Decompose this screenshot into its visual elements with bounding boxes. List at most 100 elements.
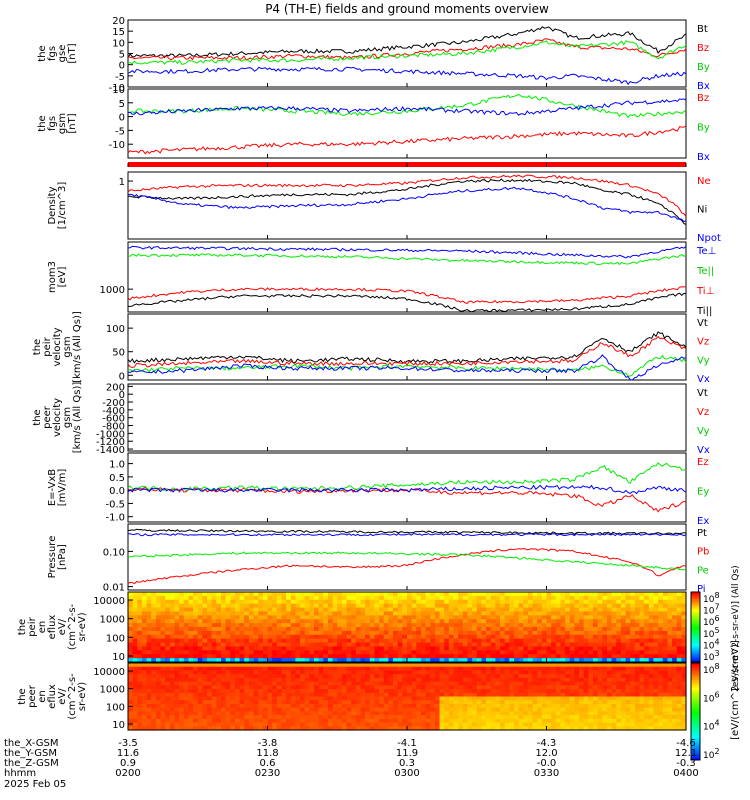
- ytick-label: 50: [112, 348, 125, 359]
- legend-fgs_gsm-Bz: Bz: [697, 93, 709, 104]
- ylabel-peir_eflux: eV/: [57, 618, 68, 635]
- legend-efield-Ex: Ex: [697, 516, 709, 527]
- legend-fgs_gse-Bx: Bx: [697, 81, 710, 92]
- legend-density-Ne: Ne: [697, 176, 711, 187]
- ytick-label: 10000: [93, 596, 125, 607]
- colorbar-tick: 106: [703, 690, 720, 704]
- ytick-label: 5: [119, 50, 125, 61]
- ytick-label: 1.0: [109, 460, 125, 471]
- ylabel-peir_eflux: (cm^2-s-: [67, 603, 78, 650]
- colorbar-tick: 104: [703, 719, 720, 733]
- ytick-label: 10: [112, 652, 125, 663]
- ytick-label: -0.5: [105, 499, 125, 510]
- panel-frame-peer_velocity: [127, 383, 687, 452]
- ylabel-fgs_gsm: gsm: [57, 113, 68, 134]
- legend-temperature-Te⊥: Te⊥: [696, 246, 716, 257]
- ytick-label: 0.10: [103, 547, 125, 558]
- series-density-Npot: [127, 186, 687, 223]
- series-efield-Ez: [127, 486, 687, 513]
- series-fgs_gse-Bx: [127, 66, 687, 86]
- legend-temperature-Te||: Te||: [696, 266, 714, 277]
- legend-fgs_gsm-Bx: Bx: [697, 152, 710, 163]
- ytick-label: -200: [102, 398, 125, 409]
- series-pressure-Pe: [128, 551, 687, 571]
- legend-pressure-Pt: Pt: [697, 528, 707, 539]
- colorbar-tick: 103: [703, 649, 720, 663]
- xaxis-value: 0230: [255, 768, 280, 779]
- legend-fgs_gsm-By: By: [697, 123, 710, 134]
- ylabel-fgs_gse: gse: [57, 45, 68, 63]
- panel-frame-temperature: [127, 241, 687, 313]
- ytick-label: -1.0: [105, 513, 125, 524]
- ylabel-peer_eflux: sr-eV): [77, 682, 88, 711]
- legend-fgs_gse-Bt: Bt: [697, 24, 708, 35]
- ylabel-peir_eflux: en: [37, 621, 48, 634]
- ytick-label: 10: [112, 720, 125, 731]
- legend-pressure-Pb: Pb: [697, 547, 709, 558]
- ylabel-peer_eflux: eflux: [47, 684, 58, 709]
- ytick-label: 0: [119, 390, 125, 401]
- legend-pressure-Pe: Pe: [697, 565, 709, 576]
- ylabel-efield: E=-VxB: [47, 469, 58, 506]
- ylabel-efield: [mV/m]: [57, 469, 68, 507]
- ytick-label: -400: [102, 406, 125, 417]
- ytick-label: -1200: [96, 437, 125, 448]
- ylabel-temperature: [eV]: [57, 267, 68, 288]
- legend-peer_velocity-Vz: Vz: [697, 407, 709, 418]
- ytick-label: -600: [102, 414, 125, 425]
- xaxis-value: 12.0: [535, 748, 557, 759]
- series-peir_velocity-Vy: [127, 354, 687, 377]
- ytick-label: 0.01: [103, 583, 125, 594]
- spectrogram-peir_eflux: [128, 592, 687, 663]
- colorbar-label-peir: [eV/(cm^2-s-sr-eV)] (All Qs): [731, 565, 741, 690]
- xaxis-value: 11.8: [256, 748, 278, 759]
- colorbar-tick: 108: [703, 591, 720, 605]
- ytick-label: 0.5: [109, 473, 125, 484]
- series-pressure-Pb: [127, 548, 687, 585]
- colorbar-tick: 105: [703, 626, 720, 640]
- xaxis-value: -0.0: [537, 758, 557, 769]
- ylabel-peer_velocity: velocity: [52, 398, 63, 437]
- ylabel-peer_eflux: the: [17, 688, 28, 704]
- ytick-label: 100: [106, 324, 125, 335]
- xaxis-value: 0330: [534, 768, 559, 779]
- colorbar-tick: 107: [703, 603, 720, 617]
- series-pressure-Pt: [127, 528, 687, 536]
- legend-peer_velocity-Vt: Vt: [697, 388, 708, 399]
- ylabel-peer_eflux: peer: [27, 684, 38, 708]
- xaxis-value: 12.1: [675, 748, 697, 759]
- colorbar-tick: 102: [703, 747, 720, 761]
- ylabel-peer_velocity: peer: [42, 405, 53, 429]
- legend-peer_velocity-Vx: Vx: [697, 445, 710, 456]
- ytick-label: 1: [119, 177, 125, 188]
- ytick-label: 10000: [93, 667, 125, 678]
- xaxis-value: 11.6: [117, 748, 139, 759]
- ylabel-density: Density: [47, 186, 58, 224]
- series-fgs_gse-By: [127, 40, 687, 65]
- ytick-label: 200: [106, 382, 125, 393]
- ytick-label: 1000: [100, 615, 125, 626]
- series-peir_velocity-Vx: [127, 354, 687, 381]
- ytick-label: 10: [112, 85, 125, 96]
- ylabel-peir_eflux: sr-eV): [77, 612, 88, 641]
- legend-temperature-Ti⊥: Ti⊥: [696, 286, 714, 297]
- legend-density-Ni: Ni: [697, 205, 707, 216]
- ylabel-fgs_gsm: [nT]: [67, 113, 78, 133]
- colorbar-peir: [691, 592, 700, 663]
- ytick-label: -800: [102, 422, 125, 433]
- legend-peir_velocity-Vt: Vt: [697, 318, 708, 329]
- ylabel-peir_eflux: the: [17, 619, 28, 635]
- ylabel-peir_velocity: the: [32, 339, 43, 355]
- ylabel-peir_velocity: peir: [42, 336, 53, 356]
- ytick-label: 0: [119, 371, 125, 382]
- ylabel-peir_eflux: peir: [27, 616, 38, 636]
- ylabel-density: [1/cm^3]: [57, 182, 68, 230]
- series-peir_velocity-Vt: [127, 331, 687, 365]
- series-density-Ne: [127, 174, 687, 217]
- panel-frame-efield: [127, 452, 687, 523]
- ylabel-peir_velocity: velocity: [52, 327, 63, 366]
- chart-title: P4 (TH-E) fields and ground moments over…: [265, 2, 549, 16]
- panel-frame-fgs_gse: [127, 19, 687, 88]
- ylabel-peer_eflux: en: [37, 690, 48, 703]
